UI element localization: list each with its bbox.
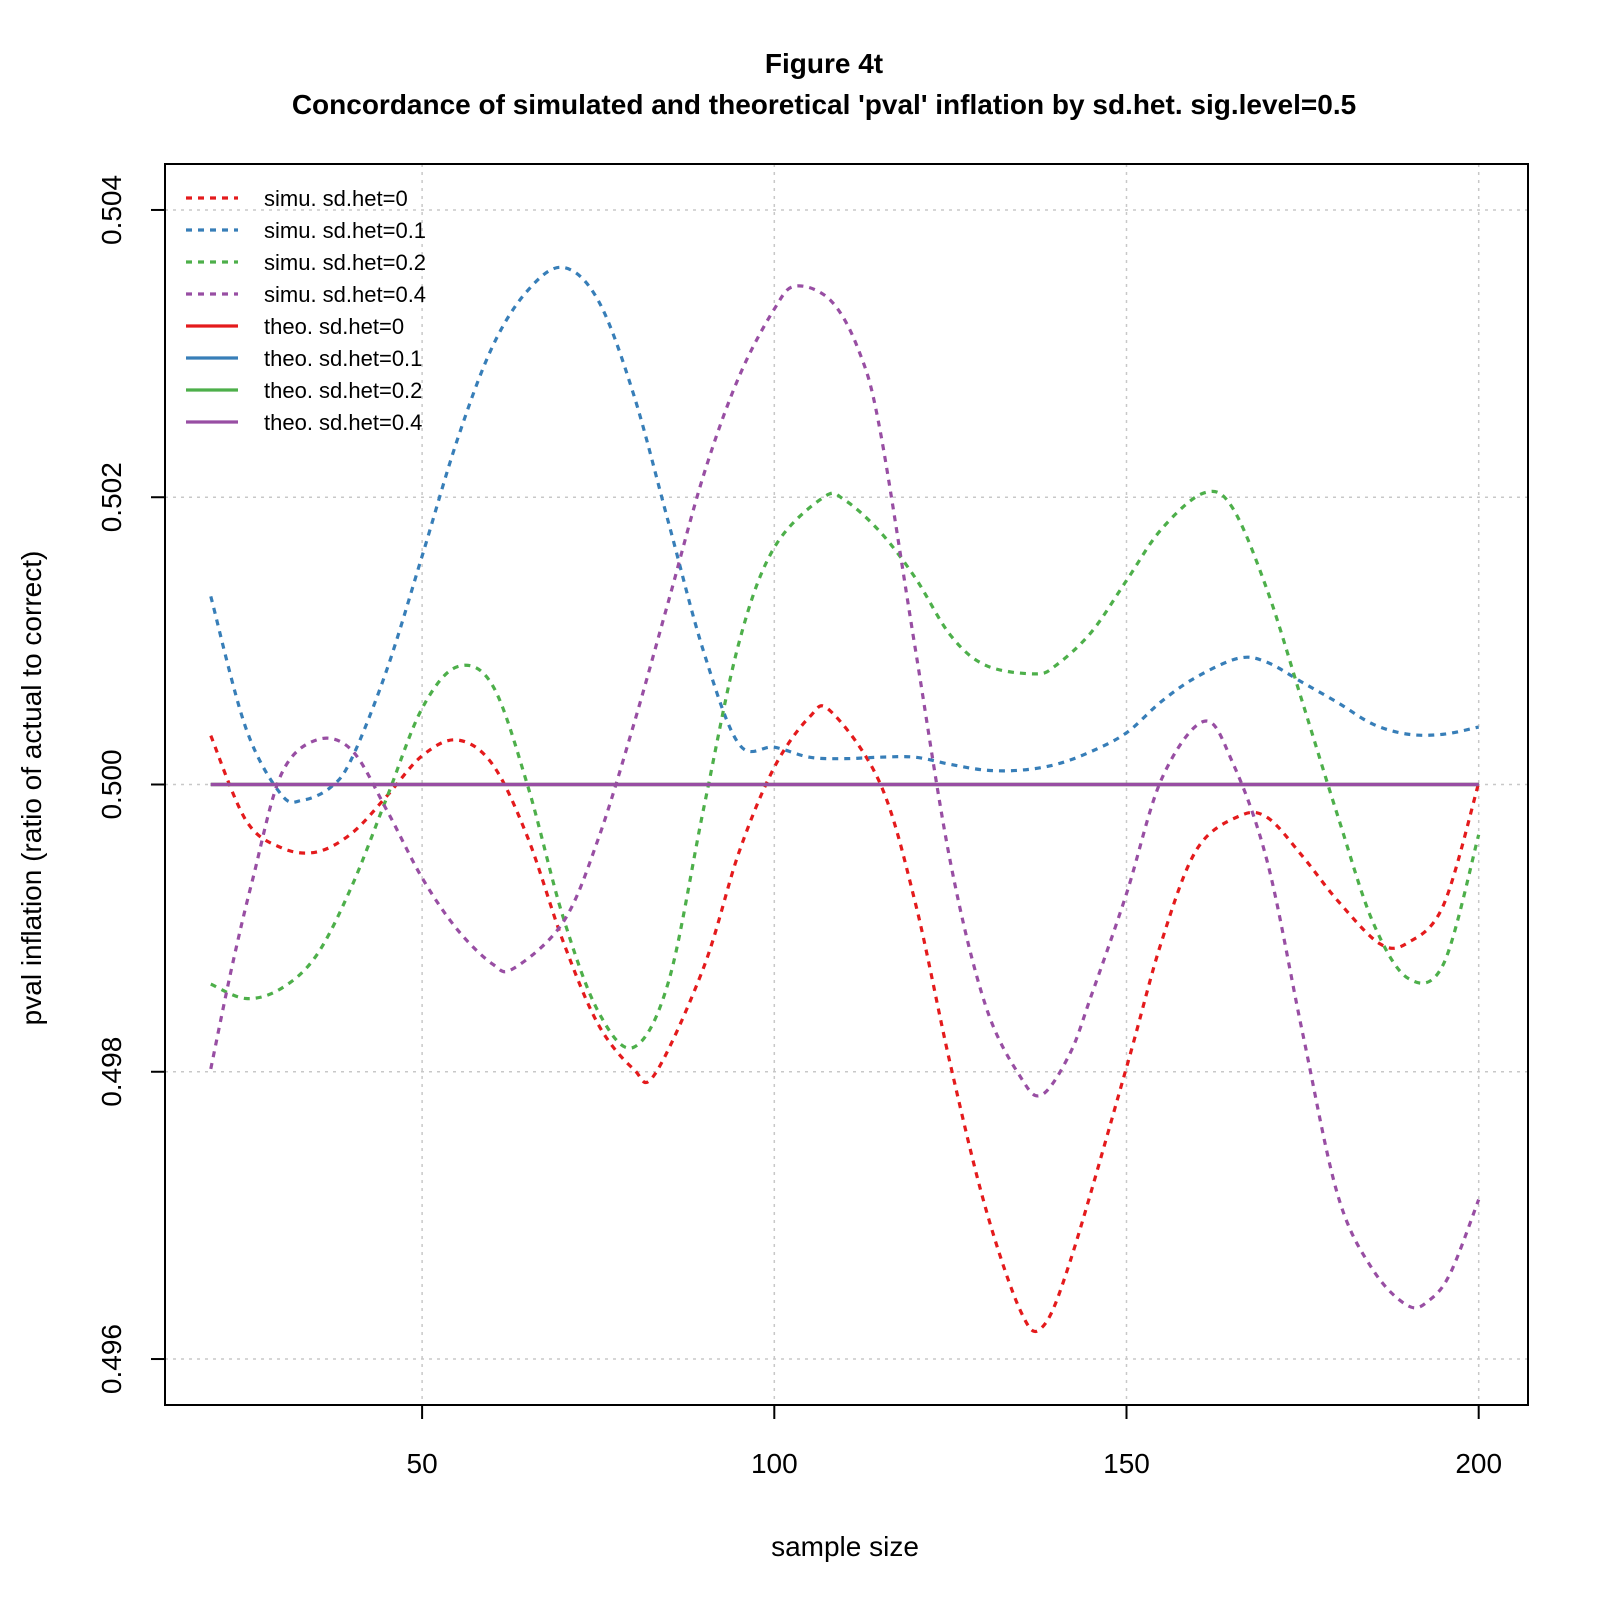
legend-label: theo. sd.het=0.2: [264, 378, 422, 403]
legend-label: simu. sd.het=0.4: [264, 282, 426, 307]
legend-label: theo. sd.het=0: [264, 314, 404, 339]
x-tick-label: 200: [1455, 1448, 1502, 1479]
y-tick-label: 0.496: [96, 1324, 127, 1394]
legend: simu. sd.het=0 simu. sd.het=0.1 simu. sd.h…: [186, 186, 426, 435]
y-axis: 0.496 0.498 0.500 0.502 0.504: [96, 175, 165, 1394]
chart-title: Figure 4t: [765, 48, 883, 79]
series-line-3: [210, 489, 1481, 1050]
legend-label: simu. sd.het=0.1: [264, 218, 426, 243]
x-axis-label: sample size: [771, 1531, 919, 1562]
legend-label: theo. sd.het=0.1: [264, 346, 422, 371]
legend-label: simu. sd.het=0: [264, 186, 408, 211]
legend-label: theo. sd.het=0.4: [264, 410, 422, 435]
series-line-1: [209, 704, 1481, 1333]
y-tick-label: 0.498: [96, 1037, 127, 1107]
series-layer: [209, 265, 1481, 1333]
y-axis-label: pval inflation (ratio of actual to corre…: [16, 551, 47, 1026]
x-tick-label: 100: [751, 1448, 798, 1479]
y-tick-label: 0.500: [96, 749, 127, 819]
x-axis: 50 100 150 200: [407, 1405, 1502, 1479]
legend-label: simu. sd.het=0.2: [264, 250, 426, 275]
y-tick-label: 0.502: [96, 462, 127, 532]
x-tick-label: 150: [1103, 1448, 1150, 1479]
series-line-2: [209, 265, 1480, 804]
x-tick-label: 50: [407, 1448, 438, 1479]
y-tick-label: 0.504: [96, 175, 127, 245]
series-line-4: [209, 284, 1481, 1310]
chart-subtitle: Concordance of simulated and theoretical…: [292, 89, 1356, 120]
